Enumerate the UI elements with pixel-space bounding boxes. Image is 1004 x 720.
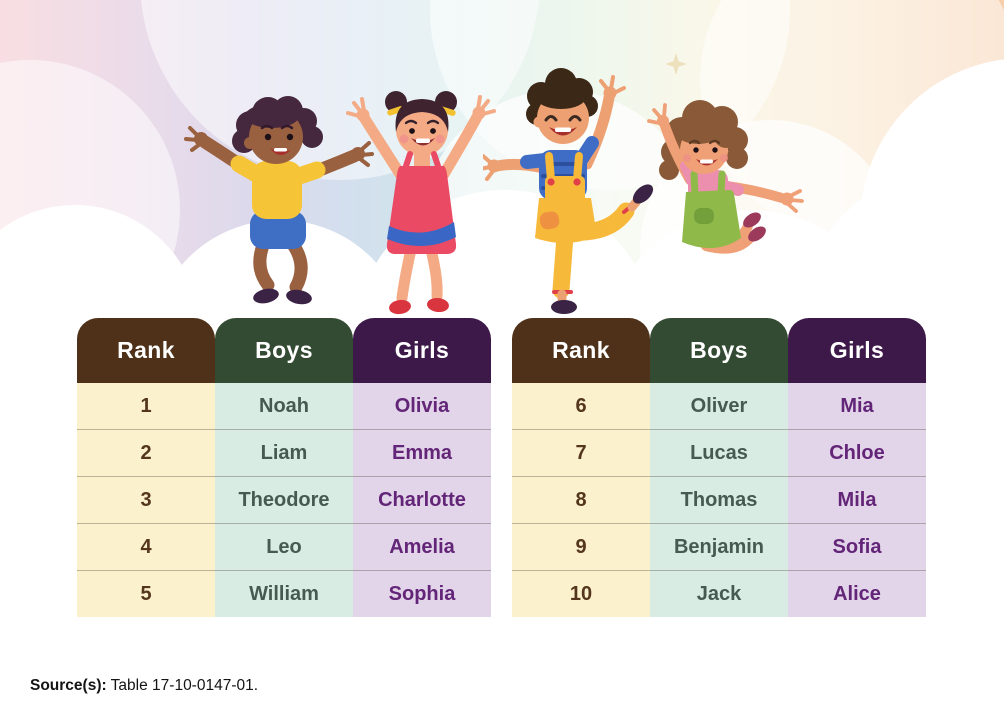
column-boys: Boys Oliver Lucas Thomas Benjamin Jack (650, 318, 788, 617)
rank-value: 8 (512, 476, 650, 523)
sky-gradient (0, 0, 1004, 314)
boy-name: William (215, 570, 353, 617)
column-girls: Girls Mia Chloe Mila Sofia Alice (788, 318, 926, 617)
illustration-boy-overalls (483, 68, 654, 314)
rank-value: 1 (77, 383, 215, 429)
sparkle-icon (665, 53, 687, 75)
names-table-ranks-1-5: Rank 1 2 3 4 5 Boys Noah Liam Theodore L… (77, 318, 491, 617)
girl-name: Chloe (788, 429, 926, 476)
boy-name: Noah (215, 383, 353, 429)
boy-name: Thomas (650, 476, 788, 523)
column-boys: Boys Noah Liam Theodore Leo William (215, 318, 353, 617)
rank-value: 7 (512, 429, 650, 476)
cloud (0, 286, 1004, 314)
girl-name: Olivia (353, 383, 491, 429)
boy-name: Liam (215, 429, 353, 476)
rank-value: 9 (512, 523, 650, 570)
boy-name: Leo (215, 523, 353, 570)
rank-value: 6 (512, 383, 650, 429)
girl-name: Sophia (353, 570, 491, 617)
girl-name: Charlotte (353, 476, 491, 523)
rank-value: 3 (77, 476, 215, 523)
boy-name: Benjamin (650, 523, 788, 570)
column-girls: Girls Olivia Emma Charlotte Amelia Sophi… (353, 318, 491, 617)
illustration-boy-yellow-shirt (184, 96, 374, 305)
rank-value: 10 (512, 570, 650, 617)
boy-name: Theodore (215, 476, 353, 523)
girl-name: Mia (788, 383, 926, 429)
source-label: Source(s): (30, 677, 107, 694)
boy-name: Jack (650, 570, 788, 617)
illustration-girl-red-dress (346, 91, 496, 315)
girl-name: Alice (788, 570, 926, 617)
header-boys: Boys (215, 318, 353, 383)
header-rank: Rank (512, 318, 650, 383)
column-rank: Rank 6 7 8 9 10 (512, 318, 650, 617)
boy-name: Oliver (650, 383, 788, 429)
header-girls: Girls (788, 318, 926, 383)
header-girls: Girls (353, 318, 491, 383)
header-rank: Rank (77, 318, 215, 383)
rank-value: 2 (77, 429, 215, 476)
girl-name: Amelia (353, 523, 491, 570)
boy-name: Lucas (650, 429, 788, 476)
illustration-girl-green-jumper (647, 100, 804, 254)
rank-value: 5 (77, 570, 215, 617)
rank-value: 4 (77, 523, 215, 570)
girl-name: Sofia (788, 523, 926, 570)
source-text: Table 17-10-0147-01. (106, 677, 259, 694)
source-note: Source(s): Table 17-10-0147-01. (30, 677, 258, 695)
girl-name: Emma (353, 429, 491, 476)
names-table-ranks-6-10: Rank 6 7 8 9 10 Boys Oliver Lucas Thomas… (512, 318, 926, 617)
column-rank: Rank 1 2 3 4 5 (77, 318, 215, 617)
header-boys: Boys (650, 318, 788, 383)
girl-name: Mila (788, 476, 926, 523)
